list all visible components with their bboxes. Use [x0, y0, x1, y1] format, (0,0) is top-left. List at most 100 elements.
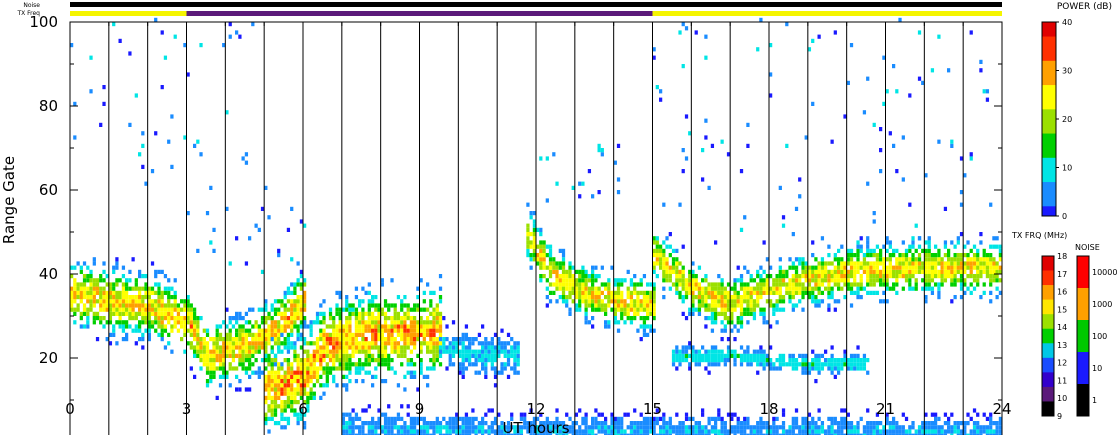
- echo-cell: [817, 416, 821, 421]
- echo-cell: [846, 425, 850, 430]
- echo-cell: [930, 253, 935, 258]
- power-tick-label: 40: [1062, 18, 1072, 27]
- echo-cell: [681, 433, 685, 435]
- echo-cell: [972, 433, 977, 435]
- echo-cell: [947, 253, 951, 258]
- echo-cell: [620, 290, 624, 295]
- echo-cell: [228, 328, 232, 333]
- echo-cell: [374, 332, 378, 337]
- echo-cell: [112, 311, 116, 316]
- echo-cell: [704, 278, 708, 283]
- echo-cell: [791, 433, 795, 435]
- echo-cell: [646, 332, 650, 337]
- echo-cell: [409, 358, 414, 363]
- echo-cell: [189, 328, 193, 333]
- echo-cell: [416, 332, 420, 337]
- echo-cell: [837, 299, 841, 304]
- echo-cell: [914, 433, 918, 435]
- echo-cell: [950, 240, 954, 245]
- echo-cell: [131, 299, 135, 304]
- echo-cell: [451, 353, 456, 358]
- echo-cell: [202, 345, 206, 350]
- echo-cell: [662, 429, 666, 434]
- echo-cell: [895, 257, 899, 262]
- echo-cell: [364, 311, 368, 316]
- echo-cell: [982, 412, 986, 417]
- echo-cell: [613, 295, 617, 300]
- x-axis-label: UT hours: [502, 419, 569, 435]
- echo-cell: [710, 286, 715, 291]
- echo-cell: [176, 303, 181, 308]
- echo-cell: [241, 332, 245, 337]
- echo-cell: [86, 274, 90, 279]
- echo-cell: [464, 324, 469, 329]
- echo-cell: [500, 345, 504, 350]
- echo-cell: [361, 307, 365, 312]
- echo-cell: [668, 278, 672, 283]
- echo-cell: [937, 261, 941, 266]
- echo-cell: [471, 425, 475, 430]
- echo-cell: [309, 391, 313, 396]
- echo-cell: [264, 358, 268, 363]
- echo-cell: [341, 307, 346, 312]
- echo-cell: [419, 433, 423, 435]
- echo-cell: [277, 341, 281, 346]
- echo-cell: [306, 391, 310, 396]
- echo-cell: [778, 366, 782, 371]
- echo-cell: [872, 290, 876, 295]
- echo-cell: [730, 311, 734, 316]
- echo-cell: [212, 345, 216, 350]
- echo-cell: [76, 303, 80, 308]
- echo-cell: [296, 362, 300, 367]
- echo-cell: [354, 366, 359, 371]
- echo-cell: [167, 332, 171, 337]
- echo-cell: [652, 425, 656, 430]
- echo-cell: [548, 253, 553, 258]
- echo-cell: [244, 387, 249, 392]
- echo-cell: [846, 421, 850, 426]
- echo-cell: [529, 265, 533, 270]
- echo-cell: [642, 416, 647, 421]
- echo-cell: [396, 332, 401, 337]
- echo-cell: [710, 425, 715, 430]
- echo-cell: [345, 425, 349, 430]
- echo-cell: [759, 282, 763, 287]
- echo-cell: [461, 337, 465, 342]
- echo-cell: [775, 433, 779, 435]
- echo-cell: [717, 433, 721, 435]
- echo-cell: [451, 416, 456, 421]
- echo-cell: [215, 358, 219, 363]
- echo-cell: [908, 244, 912, 249]
- echo-cell: [998, 425, 1003, 430]
- echo-cell: [804, 135, 808, 140]
- echo-cell: [396, 328, 401, 333]
- echo-cell: [406, 316, 410, 321]
- echo-cell: [866, 282, 870, 287]
- echo-cell: [186, 72, 190, 77]
- echo-cell: [529, 425, 533, 430]
- echo-cell: [972, 408, 977, 413]
- echo-cell: [597, 421, 601, 426]
- echo-cell: [468, 416, 472, 421]
- echo-cell: [921, 425, 925, 430]
- echo-cell: [959, 190, 964, 195]
- echo-cell: [79, 299, 83, 304]
- echo-cell: [490, 345, 494, 350]
- echo-cell: [885, 236, 889, 241]
- echo-cell: [985, 97, 990, 102]
- echo-cell: [781, 412, 786, 417]
- echo-cell: [118, 299, 122, 304]
- echo-cell: [225, 206, 229, 211]
- echo-cell: [694, 421, 698, 426]
- echo-cell: [959, 265, 964, 270]
- echo-cell: [173, 295, 177, 300]
- echo-cell: [668, 244, 672, 249]
- echo-cell: [752, 290, 757, 295]
- echo-cell: [303, 379, 307, 384]
- echo-cell: [710, 320, 715, 325]
- echo-cell: [953, 295, 957, 300]
- echo-cell: [361, 311, 365, 316]
- echo-cell: [458, 341, 462, 346]
- echo-cell: [642, 295, 647, 300]
- echo-cell: [209, 349, 213, 354]
